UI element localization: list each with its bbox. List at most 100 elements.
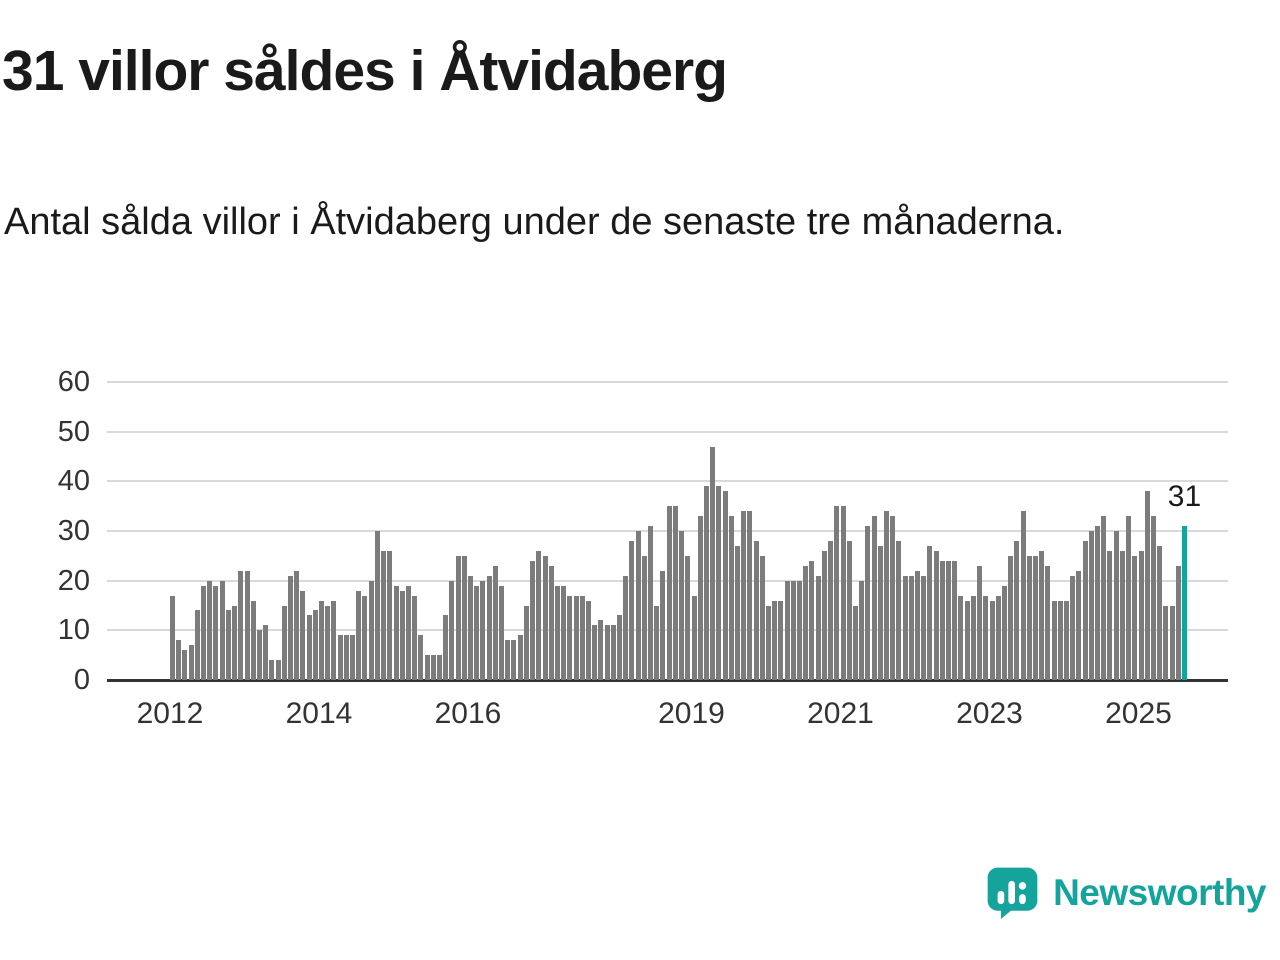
bar bbox=[1169, 605, 1175, 680]
bar bbox=[915, 570, 920, 680]
newsworthy-logo: Newsworthy bbox=[986, 866, 1266, 919]
bar bbox=[654, 605, 660, 680]
bar bbox=[722, 491, 728, 680]
bar bbox=[250, 600, 256, 680]
bar bbox=[852, 605, 858, 680]
bar bbox=[635, 531, 641, 680]
bar bbox=[753, 540, 759, 680]
bar bbox=[871, 516, 877, 680]
y-axis-tick-label: 20 bbox=[57, 564, 90, 597]
bar bbox=[263, 625, 269, 680]
bar bbox=[983, 595, 989, 680]
bar bbox=[393, 585, 399, 680]
bar bbox=[294, 570, 300, 680]
highlight-bar bbox=[1181, 526, 1187, 680]
bar bbox=[561, 585, 567, 680]
bar bbox=[542, 555, 548, 680]
bar bbox=[468, 575, 473, 680]
bar bbox=[1020, 511, 1026, 680]
bar bbox=[877, 545, 883, 680]
bar bbox=[244, 570, 250, 680]
bar bbox=[201, 585, 207, 680]
bar bbox=[387, 550, 393, 680]
bar bbox=[1113, 531, 1119, 680]
y-axis-tick-label: 40 bbox=[57, 465, 90, 498]
bar bbox=[1138, 550, 1144, 680]
bar bbox=[610, 625, 616, 680]
bar bbox=[306, 615, 312, 680]
bar bbox=[1119, 550, 1125, 680]
bar bbox=[1157, 545, 1163, 680]
bar bbox=[1070, 575, 1076, 680]
bar bbox=[685, 555, 691, 680]
bar bbox=[821, 550, 827, 680]
x-axis-tick-label: 2019 bbox=[658, 697, 725, 730]
bar bbox=[480, 580, 486, 680]
bar bbox=[176, 640, 182, 680]
bar bbox=[430, 655, 436, 680]
bar bbox=[703, 486, 709, 680]
bar bbox=[319, 600, 324, 680]
bar bbox=[939, 560, 945, 680]
y-axis-tick-label: 60 bbox=[57, 365, 90, 398]
bar bbox=[269, 660, 275, 680]
bar bbox=[554, 585, 560, 680]
bar bbox=[766, 605, 771, 680]
bar bbox=[815, 575, 821, 680]
x-axis-tick-label: 2012 bbox=[136, 697, 204, 730]
y-axis-tick-label: 30 bbox=[57, 514, 90, 547]
bar bbox=[517, 635, 523, 680]
bar bbox=[747, 511, 753, 680]
bar bbox=[343, 635, 349, 680]
bar bbox=[964, 600, 970, 680]
bar bbox=[368, 580, 374, 680]
bar bbox=[1082, 540, 1088, 680]
bar bbox=[710, 446, 716, 680]
page-title: 31 villor såldes i Åtvidaberg bbox=[2, 39, 728, 103]
bar bbox=[691, 595, 697, 680]
bar bbox=[256, 630, 262, 680]
x-axis-tick-label: 2021 bbox=[807, 697, 874, 730]
bar bbox=[585, 600, 591, 680]
bar bbox=[1076, 570, 1082, 680]
highlight-value-label: 31 bbox=[1167, 480, 1202, 514]
bar bbox=[530, 560, 536, 680]
bar bbox=[828, 540, 834, 680]
bar bbox=[331, 600, 337, 680]
bar bbox=[790, 580, 796, 680]
bar bbox=[1032, 555, 1038, 680]
bar bbox=[784, 580, 790, 680]
bar bbox=[499, 585, 505, 680]
bar bbox=[803, 565, 809, 680]
bar bbox=[834, 506, 840, 680]
bar bbox=[921, 575, 927, 680]
bar bbox=[436, 655, 442, 680]
bar bbox=[381, 550, 387, 680]
bar bbox=[809, 560, 815, 680]
gridline bbox=[107, 430, 1228, 433]
newsworthy-logo-icon bbox=[987, 867, 1038, 919]
bar bbox=[741, 511, 747, 680]
bar bbox=[958, 595, 964, 680]
bar bbox=[505, 640, 511, 680]
bar bbox=[238, 570, 244, 680]
bar bbox=[1057, 600, 1063, 680]
bar bbox=[1088, 531, 1094, 680]
y-axis-tick-label: 0 bbox=[73, 664, 90, 696]
bar bbox=[734, 545, 740, 680]
bar bbox=[1095, 526, 1101, 680]
bar bbox=[356, 590, 362, 680]
bar bbox=[1051, 600, 1057, 680]
bar bbox=[865, 526, 871, 680]
bar bbox=[461, 555, 467, 680]
bar bbox=[1001, 585, 1007, 680]
bar bbox=[952, 560, 958, 680]
bar bbox=[890, 516, 896, 680]
bar bbox=[902, 575, 908, 680]
bar bbox=[679, 531, 685, 680]
bar bbox=[648, 526, 654, 680]
bar bbox=[989, 600, 995, 680]
bar bbox=[523, 605, 529, 680]
bar bbox=[536, 550, 542, 680]
bar bbox=[449, 580, 455, 680]
